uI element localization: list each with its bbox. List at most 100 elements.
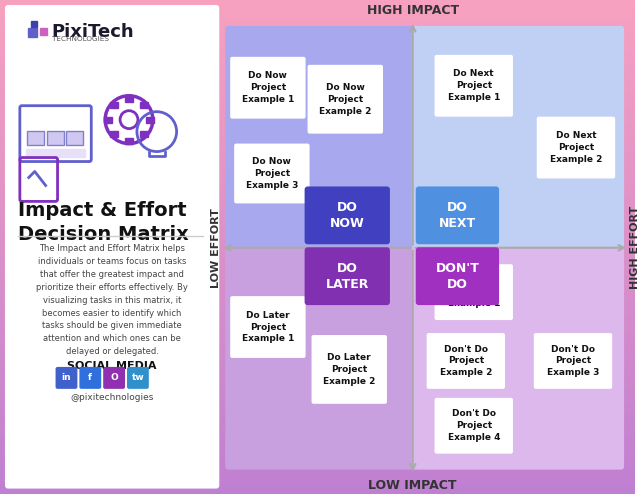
Text: @pixitechnologies: @pixitechnologies	[70, 393, 154, 402]
Bar	[0, 247, 635, 252]
Bar	[0, 113, 635, 118]
Text: f: f	[88, 373, 92, 383]
Bar	[0, 20, 635, 25]
Bar	[0, 380, 635, 385]
Bar	[0, 50, 635, 54]
Bar	[0, 390, 635, 395]
Polygon shape	[140, 102, 148, 108]
Bar	[0, 484, 635, 489]
Text: Do Next
Project
Example 1: Do Next Project Example 1	[447, 69, 500, 102]
FancyBboxPatch shape	[234, 144, 310, 203]
Bar	[0, 434, 635, 439]
Bar	[0, 331, 635, 336]
Polygon shape	[146, 117, 154, 123]
Bar	[0, 193, 635, 198]
FancyBboxPatch shape	[308, 65, 383, 134]
Bar	[0, 0, 635, 5]
FancyBboxPatch shape	[305, 248, 390, 305]
Bar	[0, 281, 635, 286]
Bar	[0, 74, 635, 79]
Text: LOW EFFORT: LOW EFFORT	[211, 208, 221, 288]
Text: Do Now
Project
Example 3: Do Now Project Example 3	[246, 157, 298, 190]
Text: Don't Do
Project
Example 1: Don't Do Project Example 1	[447, 276, 500, 308]
Bar	[0, 405, 635, 410]
Bar	[0, 188, 635, 193]
Bar	[0, 326, 635, 331]
Bar	[0, 94, 635, 99]
Polygon shape	[125, 96, 133, 101]
Text: HIGH EFFORT: HIGH EFFORT	[630, 206, 640, 290]
FancyBboxPatch shape	[534, 333, 612, 389]
Bar	[0, 291, 635, 296]
Bar	[0, 464, 635, 469]
Bar	[0, 316, 635, 321]
Bar	[0, 296, 635, 301]
Bar	[0, 168, 635, 173]
Bar	[0, 173, 635, 178]
Bar	[0, 25, 635, 30]
Bar	[0, 395, 635, 400]
Bar	[0, 261, 635, 266]
FancyBboxPatch shape	[312, 335, 387, 404]
Bar	[0, 40, 635, 45]
Bar	[0, 45, 635, 50]
Bar	[0, 415, 635, 420]
Bar	[0, 459, 635, 464]
FancyBboxPatch shape	[225, 247, 413, 470]
Polygon shape	[110, 132, 118, 138]
Bar	[0, 444, 635, 449]
Bar	[47, 131, 63, 145]
Bar	[40, 28, 47, 35]
Text: Do Later
Project
Example 1: Do Later Project Example 1	[242, 311, 294, 344]
Text: Do Now
Project
Example 1: Do Now Project Example 1	[242, 71, 294, 104]
FancyBboxPatch shape	[230, 296, 305, 358]
Text: HIGH IMPACT: HIGH IMPACT	[367, 4, 459, 17]
Text: Do Now
Project
Example 2: Do Now Project Example 2	[319, 83, 371, 115]
Bar	[0, 207, 635, 212]
FancyBboxPatch shape	[416, 248, 499, 305]
Bar	[26, 148, 85, 156]
Bar	[0, 400, 635, 405]
Bar	[0, 79, 635, 84]
Text: TECHNOLOGIES: TECHNOLOGIES	[52, 36, 109, 42]
Bar	[0, 346, 635, 350]
FancyBboxPatch shape	[435, 264, 513, 320]
Bar	[0, 252, 635, 256]
Bar	[67, 131, 83, 145]
Bar	[27, 131, 44, 145]
FancyBboxPatch shape	[5, 5, 220, 489]
Bar	[0, 69, 635, 74]
Bar	[0, 306, 635, 311]
Text: in: in	[61, 373, 71, 383]
Bar	[0, 375, 635, 380]
Bar	[0, 242, 635, 247]
Bar	[0, 158, 635, 163]
Bar	[0, 385, 635, 390]
FancyBboxPatch shape	[416, 187, 499, 244]
FancyBboxPatch shape	[537, 117, 615, 179]
Bar	[0, 202, 635, 207]
Polygon shape	[104, 117, 112, 123]
Text: Impact & Effort
Decision Matrix: Impact & Effort Decision Matrix	[18, 201, 189, 244]
Text: The Impact and Effort Matrix helps
individuals or teams focus on tasks
that offe: The Impact and Effort Matrix helps indiv…	[36, 244, 188, 356]
FancyBboxPatch shape	[56, 367, 77, 389]
Bar	[0, 474, 635, 479]
Bar	[0, 336, 635, 341]
FancyBboxPatch shape	[127, 367, 149, 389]
Polygon shape	[140, 132, 148, 138]
Text: DO
LATER: DO LATER	[326, 262, 369, 291]
Bar	[0, 237, 635, 242]
Bar	[0, 15, 635, 20]
Bar	[0, 178, 635, 183]
Bar	[0, 133, 635, 138]
Bar	[0, 479, 635, 484]
Bar	[0, 271, 635, 276]
Bar	[0, 198, 635, 202]
Bar	[0, 350, 635, 355]
Bar	[0, 355, 635, 360]
Text: DO
NOW: DO NOW	[330, 201, 365, 230]
Bar	[0, 301, 635, 306]
Bar	[0, 128, 635, 133]
Bar	[0, 54, 635, 59]
Bar	[0, 10, 635, 15]
